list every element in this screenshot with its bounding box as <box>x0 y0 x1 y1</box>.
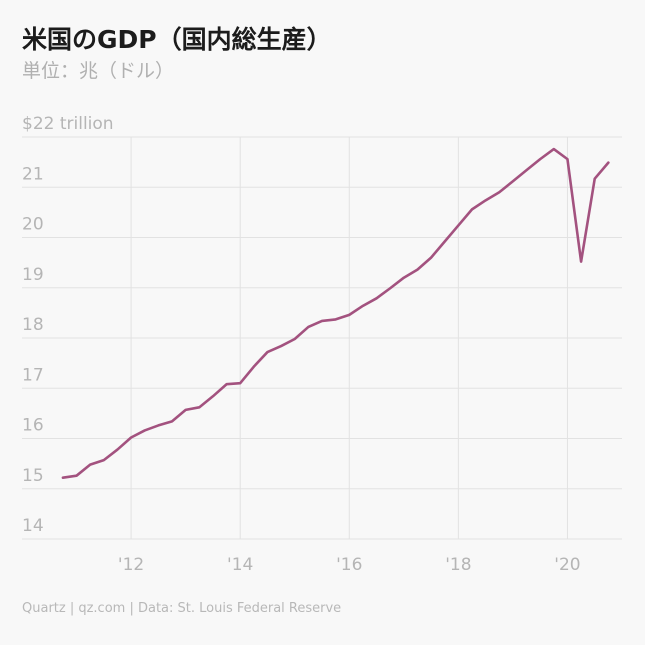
y-tick-label: 19 <box>22 265 44 285</box>
x-tick-label: '16 <box>336 555 362 575</box>
gdp-series-line <box>61 147 610 479</box>
source-footer: Quartz | qz.com | Data: St. Louis Federa… <box>22 601 342 616</box>
y-tick-label: 18 <box>22 315 44 335</box>
gridlines <box>22 136 622 540</box>
y-tick-label: $22 trillion <box>22 114 114 134</box>
y-tick-label: 14 <box>22 516 44 536</box>
x-axis-ticks: '12 '14 '16 '18 '20 <box>118 555 581 575</box>
chart-title: 米国のGDP（国内総生産） <box>22 25 332 54</box>
y-tick-label: 16 <box>22 416 44 436</box>
y-tick-label: 17 <box>22 365 44 385</box>
x-tick-label: '18 <box>445 555 471 575</box>
y-tick-label: 21 <box>22 164 44 184</box>
x-tick-label: '14 <box>227 555 253 575</box>
y-tick-label: 15 <box>22 466 44 486</box>
x-tick-label: '12 <box>118 555 144 575</box>
x-tick-label: '20 <box>554 555 580 575</box>
chart-subtitle: 単位：兆（ドル） <box>22 60 175 82</box>
y-tick-label: 20 <box>22 215 44 235</box>
y-axis-ticks: $22 trillion 21 20 19 18 17 16 15 14 <box>22 114 114 536</box>
